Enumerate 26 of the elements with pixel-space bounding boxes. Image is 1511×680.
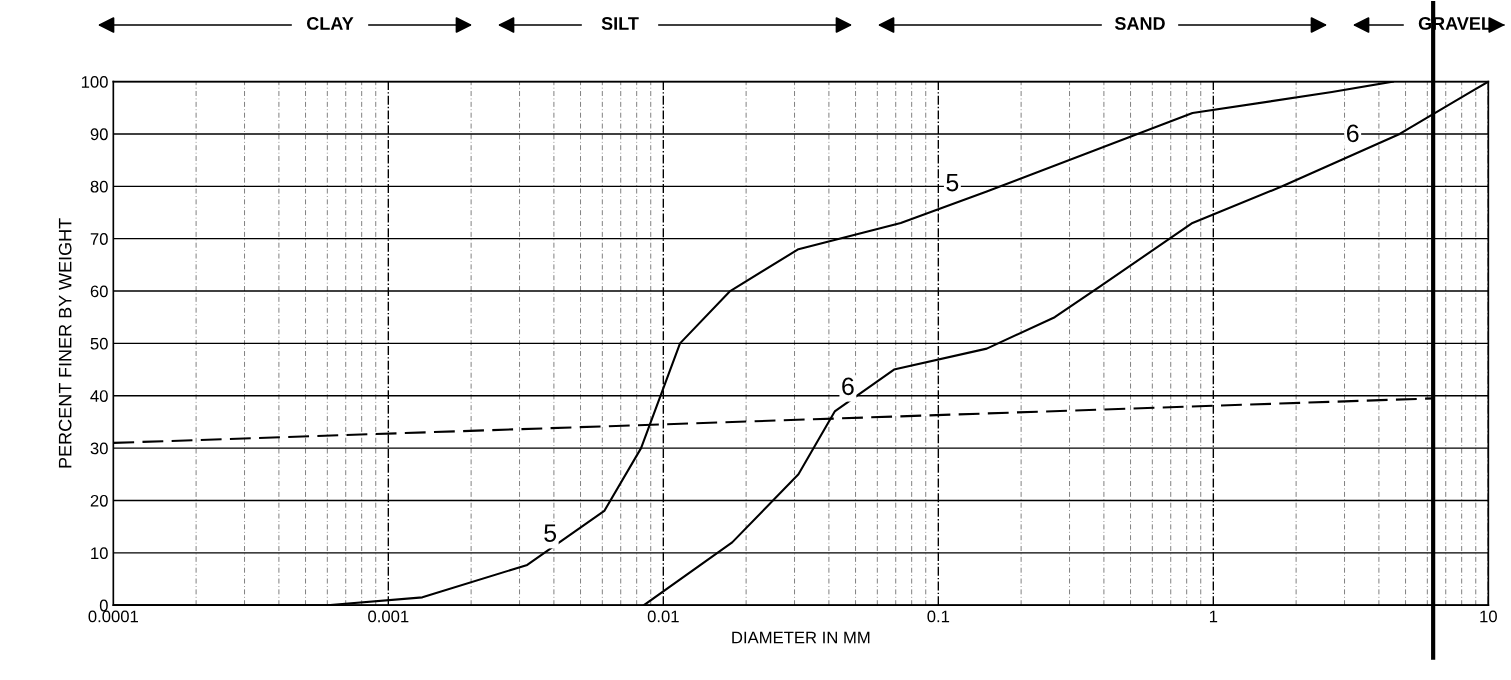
text: SILT [601, 17, 639, 30]
x-tick-label: 1 [1209, 610, 1218, 623]
y-tick-label: 60 [90, 285, 108, 298]
y-axis-title: PERCENT FINER BY WEIGHT [58, 218, 72, 468]
y-tick-label: 30 [90, 442, 108, 455]
x-tick-label: 0.1 [927, 610, 950, 623]
y-tick-label: 20 [90, 494, 108, 507]
x-tick-label: 0.001 [368, 610, 409, 623]
y-tick-label: 100 [81, 76, 108, 88]
y-tick-label: 40 [90, 390, 108, 402]
y-tick-label: 0 [99, 599, 108, 612]
y-tick-label: 80 [90, 180, 108, 193]
y-tick-label: 50 [90, 337, 108, 350]
text: 6 [1347, 124, 1359, 143]
series-label: 5 [544, 524, 557, 542]
x-tick-label: 10 [1480, 610, 1497, 623]
x-axis-title: DIAMETER IN MM [732, 631, 870, 644]
x-tick-label: 0.01 [647, 610, 679, 623]
series-label: 6 [842, 377, 854, 396]
text: SAND [1114, 17, 1165, 30]
x-tick-label: 0.0001 [88, 610, 138, 623]
y-tick-label: 90 [90, 128, 108, 141]
text: 5 [946, 173, 959, 192]
y-tick-label: 70 [90, 233, 108, 245]
y-tick-label: 10 [91, 547, 108, 560]
text: CLAY [306, 17, 354, 30]
